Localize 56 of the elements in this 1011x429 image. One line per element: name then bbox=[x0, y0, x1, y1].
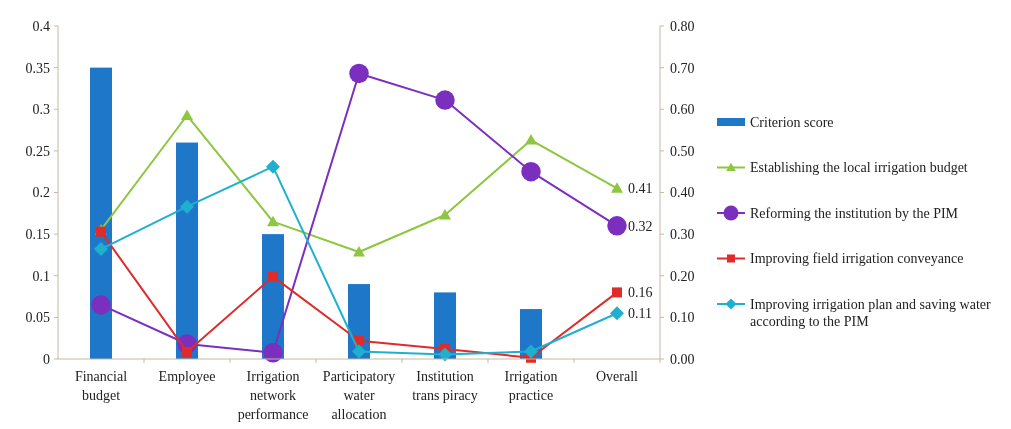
data-label: 0.32 bbox=[628, 218, 653, 234]
x-tick-label: Irrigation practice bbox=[504, 369, 558, 403]
legend-label: Reforming the institution by the PIM bbox=[750, 205, 959, 221]
y-tick-label: 0.15 bbox=[25, 227, 50, 243]
y2-tick-label: 0.80 bbox=[670, 18, 695, 34]
x-tick-label: Financial budget bbox=[74, 369, 128, 403]
point bbox=[607, 216, 627, 236]
legend-label: Establishing the local irrigation budget bbox=[750, 160, 968, 176]
point bbox=[182, 346, 192, 357]
point bbox=[352, 344, 366, 359]
y2-tick-label: 0.70 bbox=[670, 60, 695, 76]
legend-label: Improving field irrigation conveyance bbox=[750, 251, 964, 267]
point bbox=[268, 271, 278, 282]
point bbox=[521, 161, 541, 182]
point bbox=[94, 242, 108, 257]
point bbox=[435, 90, 455, 110]
data-label: 0.41 bbox=[628, 181, 653, 197]
y-tick-label: 0.3 bbox=[32, 102, 50, 118]
y2-tick-label: 0.40 bbox=[670, 185, 695, 201]
y-tick-label: 0.4 bbox=[32, 18, 50, 34]
y2-tick-label: 0.00 bbox=[670, 351, 695, 367]
y-tick-label: 0.25 bbox=[25, 143, 50, 159]
x-tick-label: Irrigation network performance bbox=[237, 369, 309, 422]
y-tick-label: 0.1 bbox=[32, 268, 50, 284]
y-tick-label: 0.35 bbox=[25, 60, 50, 76]
x-tick-label: Participatory water allocation bbox=[322, 369, 396, 422]
x-tick-label: Employee bbox=[158, 369, 216, 384]
legend-label: Criterion score bbox=[750, 114, 834, 130]
data-label: 0.16 bbox=[628, 285, 653, 301]
y2-tick-label: 0.60 bbox=[670, 102, 695, 118]
point bbox=[266, 159, 280, 174]
legend-label: Improving irrigation plan and saving water according to the PIM bbox=[750, 296, 991, 329]
point bbox=[524, 344, 538, 359]
point bbox=[610, 306, 624, 321]
x-tick-label: Institution trans piracy bbox=[412, 369, 478, 403]
point bbox=[180, 199, 194, 214]
y2-tick-label: 0.30 bbox=[670, 227, 695, 243]
y2-tick-label: 0.20 bbox=[670, 268, 695, 284]
y2-tick-label: 0.50 bbox=[670, 143, 695, 159]
bar bbox=[176, 142, 198, 359]
point bbox=[349, 63, 369, 84]
point bbox=[181, 109, 193, 120]
y-tick-label: 0 bbox=[43, 351, 50, 367]
y2-tick-label: 0.10 bbox=[670, 310, 695, 326]
y-tick-label: 0.2 bbox=[32, 185, 50, 201]
point bbox=[438, 347, 452, 362]
point bbox=[91, 295, 111, 315]
point bbox=[353, 246, 365, 257]
data-label: 0.11 bbox=[628, 306, 652, 322]
point bbox=[267, 215, 279, 227]
y-tick-label: 0.05 bbox=[25, 310, 50, 326]
point bbox=[611, 182, 623, 193]
point bbox=[612, 287, 622, 298]
bar bbox=[90, 67, 112, 359]
point bbox=[525, 134, 537, 145]
x-tick-label: Overall bbox=[596, 369, 639, 384]
